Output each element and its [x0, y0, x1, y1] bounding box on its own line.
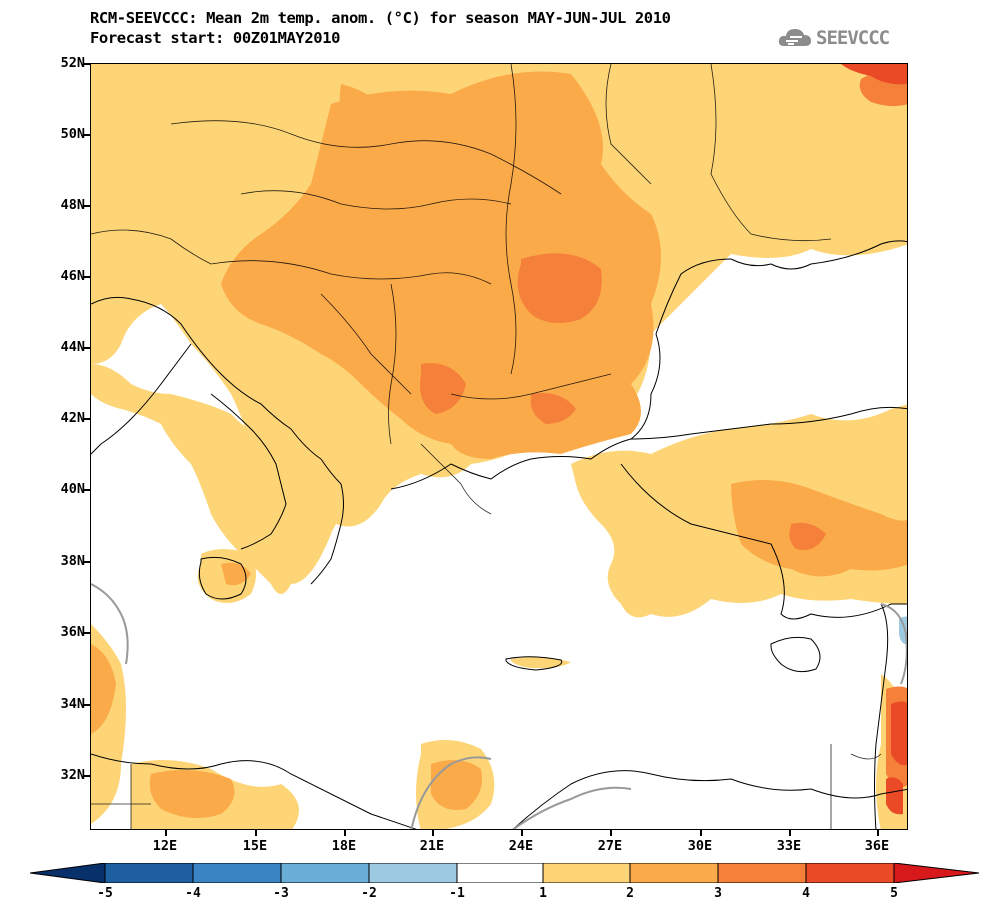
lat-tick: [84, 704, 90, 706]
lon-tick: [700, 830, 702, 836]
lat-tick: [84, 775, 90, 777]
colorbar-label: -2: [361, 886, 377, 901]
colorbar-bin-6: [542, 863, 631, 883]
lat-label: 40N: [60, 481, 85, 497]
country-borders: [91, 64, 882, 829]
lon-tick: [344, 830, 346, 836]
colorbar-label: 1: [539, 886, 547, 901]
colorbar-label: 4: [802, 886, 810, 901]
colorbar-bin-10: [893, 863, 980, 883]
lat-label: 32N: [60, 767, 85, 783]
colorbar-label: -1: [449, 886, 465, 901]
lat-label: 50N: [60, 126, 85, 142]
lat-label: 48N: [60, 197, 85, 213]
lat-tick: [84, 276, 90, 278]
anomaly-map-svg: [91, 64, 907, 829]
lat-label: 34N: [60, 696, 85, 712]
lat-label: 52N: [60, 55, 85, 71]
colorbar-bin-0: [30, 863, 106, 883]
colorbar-bin-4: [368, 863, 458, 883]
lat-tick: [84, 561, 90, 563]
colorbar: [30, 863, 980, 883]
lat-tick: [84, 347, 90, 349]
colorbar-label: 3: [714, 886, 722, 901]
colorbar-bin-5: [456, 863, 544, 883]
grey-lines: [91, 583, 907, 829]
lon-label: 21E: [419, 838, 445, 854]
lon-label: 33E: [776, 838, 802, 854]
colorbar-label: -5: [97, 886, 113, 901]
colorbar-bin-3: [280, 863, 370, 883]
anomaly-4-5-areas: [841, 64, 907, 815]
colorbar-label: -3: [273, 886, 289, 901]
colorbar-label: 2: [626, 886, 634, 901]
lon-tick: [610, 830, 612, 836]
colorbar-bin-7: [629, 863, 719, 883]
lon-label: 15E: [242, 838, 268, 854]
cloud-icon: [778, 29, 811, 46]
colorbar-bin-1: [104, 863, 194, 883]
title-line-2: Forecast start: 00Z01MAY2010: [90, 29, 341, 47]
colorbar-label: 5: [890, 886, 898, 901]
lon-tick: [877, 830, 879, 836]
map-title: RCM-SEEVCCC: Mean 2m temp. anom. (°C) fo…: [90, 8, 671, 48]
colorbar-bin-8: [717, 863, 807, 883]
lat-tick: [84, 63, 90, 65]
lat-tick: [84, 489, 90, 491]
lon-tick: [789, 830, 791, 836]
lon-tick: [521, 830, 523, 836]
coastlines: [91, 240, 907, 829]
lon-label: 24E: [508, 838, 534, 854]
lat-label: 36N: [60, 624, 85, 640]
lat-label: 44N: [60, 339, 85, 355]
anomaly-negative-area: [899, 616, 907, 645]
lat-tick: [84, 134, 90, 136]
lon-tick: [432, 830, 434, 836]
lon-tick: [165, 830, 167, 836]
colorbar-bin-2: [192, 863, 282, 883]
seevccc-logo: SEEVCCC: [778, 26, 890, 50]
title-line-1: RCM-SEEVCCC: Mean 2m temp. anom. (°C) fo…: [90, 9, 671, 27]
lat-tick: [84, 418, 90, 420]
colorbar-label: -4: [185, 886, 201, 901]
lat-label: 38N: [60, 553, 85, 569]
lat-tick: [84, 205, 90, 207]
lon-label: 12E: [152, 838, 178, 854]
lon-label: 36E: [864, 838, 890, 854]
lat-label: 46N: [60, 268, 85, 284]
lon-tick: [255, 830, 257, 836]
anomaly-map: [90, 63, 908, 830]
colorbar-bin-9: [805, 863, 895, 883]
lon-label: 30E: [687, 838, 713, 854]
lat-tick: [84, 632, 90, 634]
logo-text: SEEVCCC: [816, 27, 890, 49]
lat-label: 42N: [60, 410, 85, 426]
lon-label: 18E: [331, 838, 357, 854]
lon-label: 27E: [597, 838, 623, 854]
